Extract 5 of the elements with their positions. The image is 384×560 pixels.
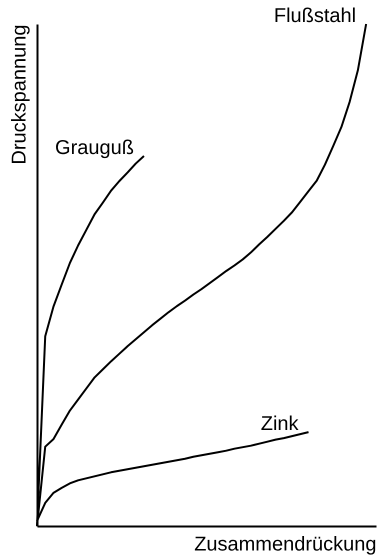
series-label: Zink (260, 413, 300, 436)
y-axis-title: Druckspannung (8, 24, 30, 165)
series-label: Grauguß (55, 137, 134, 160)
x-axis-title: Zusammendrückung (194, 534, 376, 556)
series-label: Flußstahl (274, 5, 356, 27)
